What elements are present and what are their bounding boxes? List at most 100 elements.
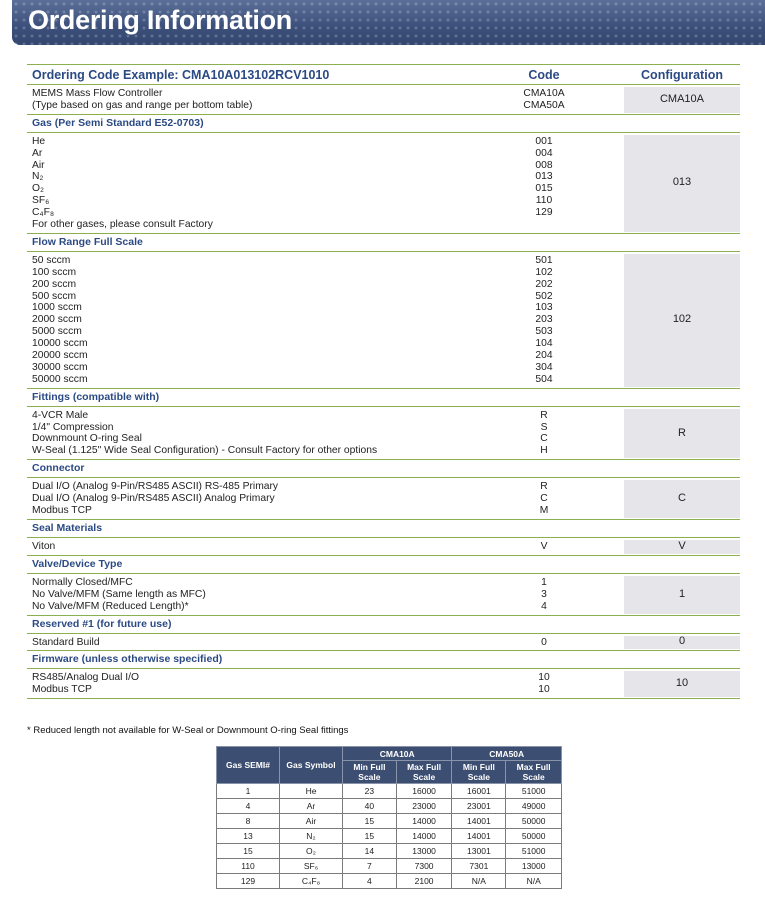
option-label: MEMS Mass Flow Controller <box>32 88 163 99</box>
table-cell: SF₆ <box>279 858 343 874</box>
table-cell: 16001 <box>451 783 507 799</box>
option-label: Modbus TCP <box>32 505 92 517</box>
table-cell: 7300 <box>395 858 453 874</box>
table-cell: 15 <box>216 843 280 859</box>
option-label: Downmount O-ring Seal <box>32 433 142 445</box>
table-cell: 7301 <box>451 858 507 874</box>
table-cell: O₂ <box>279 843 343 859</box>
column-header: Code <box>528 67 560 82</box>
option-code: 10 <box>538 672 550 684</box>
table-cell: 8 <box>216 813 280 829</box>
option-label: O₂ <box>32 183 45 195</box>
option-code: 004 <box>535 147 553 159</box>
option-code: C <box>540 433 548 445</box>
table-cell: 13000 <box>395 843 453 859</box>
data-row: 15 O₂ 14 13000 13001 51000 <box>216 843 562 859</box>
option-label: Viton <box>32 540 56 552</box>
section-body: 4-VCR Male 1/4" Compression Downmount O-ri… <box>27 405 740 460</box>
option-label: 200 sccm <box>32 278 77 290</box>
group-header: CMA50A <box>451 746 562 761</box>
option-label: No Valve/MFM (Same length as MFC) <box>32 588 206 600</box>
option-code: 10 <box>538 684 550 696</box>
table-cell: Air <box>279 813 343 829</box>
configuration-cell: 1 <box>624 575 740 614</box>
option-codes: CMA10A CMA50A <box>464 88 624 112</box>
configuration-value: V <box>678 539 686 552</box>
option-code: S <box>540 421 548 433</box>
configuration-value: 0 <box>678 635 686 648</box>
option-codes: 10 10 <box>464 672 624 696</box>
option-code: V <box>540 540 548 552</box>
table-cell: 14 <box>342 843 397 859</box>
option-code: 013 <box>535 171 553 183</box>
footnote: * Reduced length not available for W-Sea… <box>27 725 349 736</box>
configuration-cell: 013 <box>624 134 740 232</box>
configuration-value: 102 <box>672 313 692 326</box>
section-title: Fittings (compatible with) <box>27 387 740 406</box>
option-codes: 001 004 008 013 015 110 129 <box>464 136 624 231</box>
option-codes: V <box>464 541 624 553</box>
option-code: 104 <box>535 338 553 350</box>
option-label: 5000 sccm <box>32 326 82 338</box>
option-label: 1/4" Compression <box>32 421 114 433</box>
section-title: Valve/Device Type <box>27 554 740 573</box>
table-cell: N/A <box>505 873 562 889</box>
data-row: 8 Air 15 14000 14001 50000 <box>216 813 562 829</box>
column-header: Gas Symbol <box>279 746 343 784</box>
data-row: 4 Ar 40 23000 23001 49000 <box>216 798 562 814</box>
option-labels: Viton <box>27 541 464 553</box>
option-label: C₄F₈ <box>32 207 55 219</box>
table-cell: 23001 <box>451 798 507 814</box>
configuration-value: 10 <box>675 677 689 690</box>
spacer <box>464 219 624 231</box>
option-labels: 4-VCR Male 1/4" Compression Downmount O-ri… <box>27 410 464 458</box>
option-labels: RS485/Analog Dual I/O Modbus TCP <box>27 672 464 696</box>
subheader: Min Full Scale <box>451 760 507 784</box>
option-code: 501 <box>535 254 553 266</box>
section-title: Firmware (unless otherwise specified) <box>27 650 740 668</box>
header-row: Gas SEMI# Gas Symbol CMA10A CMA50A <box>216 746 562 784</box>
configuration-cell: 0 <box>624 635 740 650</box>
option-label: N₂ <box>32 171 44 183</box>
table-cell: 2100 <box>395 873 453 889</box>
option-label: Air <box>32 159 45 171</box>
option-code: 202 <box>535 278 553 290</box>
table-cell: N₂ <box>279 828 343 844</box>
bottom-rule <box>27 698 740 700</box>
section-title: Reserved #1 (for future use) <box>27 614 740 633</box>
table-cell: 51000 <box>505 843 562 859</box>
table-cell: 23 <box>342 783 397 799</box>
option-code: 204 <box>535 350 553 362</box>
configuration-value: CMA10A <box>659 92 705 105</box>
option-label: 50000 sccm <box>32 373 88 385</box>
section-title: Seal Materials <box>27 518 740 537</box>
group-header: CMA10A <box>341 746 453 761</box>
option-code: 103 <box>535 302 553 314</box>
option-codes: 501 102 202 502 103 203 503 104 204 304 504 <box>464 255 624 386</box>
option-label: SF₆ <box>32 195 50 207</box>
table-cell: 15 <box>342 828 397 844</box>
option-labels: Normally Closed/MFC No Valve/MFM (Same le… <box>27 577 464 613</box>
option-label: 10000 sccm <box>32 338 88 350</box>
table-cell: 13 <box>216 828 280 844</box>
section-title: Gas (Per Semi Standard E52-0703) <box>27 113 740 132</box>
option-code: 110 <box>535 195 553 207</box>
option-code: 129 <box>535 207 553 219</box>
configuration-cell: V <box>624 539 740 554</box>
column-header: Gas SEMI# <box>216 746 280 784</box>
table-cell: 13000 <box>505 858 562 874</box>
section-body: Normally Closed/MFC No Valve/MFM (Same le… <box>27 572 740 615</box>
option-label: 2000 sccm <box>32 314 82 326</box>
option-code: CMA50A <box>523 99 565 111</box>
option-code: 3 <box>541 588 547 600</box>
table-cell: 14000 <box>395 828 453 844</box>
configuration-value: C <box>678 492 686 505</box>
section-body: MEMS Mass Flow Controller (Type based on … <box>27 84 740 114</box>
option-labels: 50 sccm 100 sccm 200 sccm 500 sccm 1000 sccm… <box>27 255 464 386</box>
option-code: M <box>539 505 549 517</box>
header-row: Ordering Code Example: CMA10A013102RCV10… <box>27 64 740 84</box>
column-header: Ordering Code Example: CMA10A013102RCV10… <box>32 67 330 82</box>
option-label: 500 sccm <box>32 290 77 302</box>
header-banner: Ordering Information <box>12 0 765 45</box>
table-cell: 4 <box>216 798 280 814</box>
